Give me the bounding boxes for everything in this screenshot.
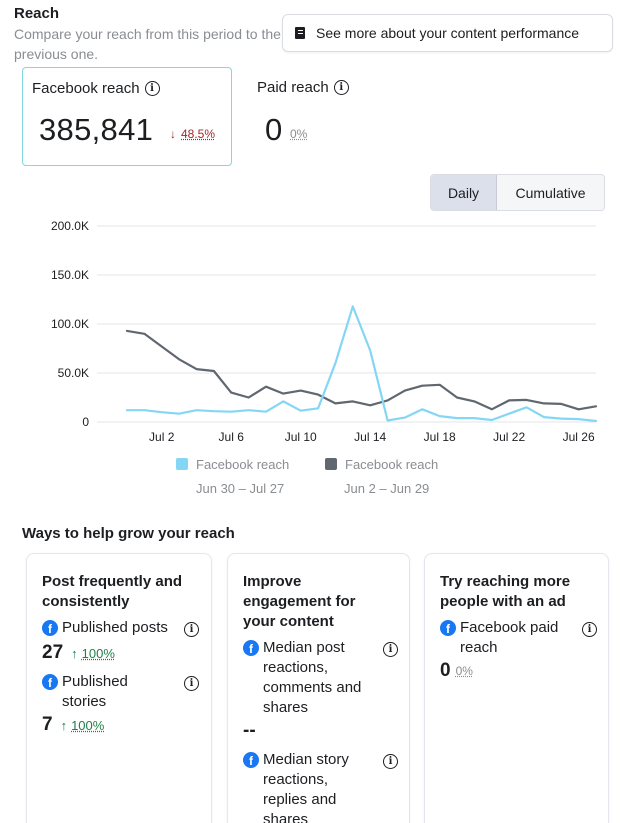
stat-value: 0 0% xyxy=(440,660,473,682)
arrow-down-icon: ↓ xyxy=(170,127,176,141)
info-icon[interactable]: i xyxy=(334,80,349,95)
published-posts-change-pct[interactable]: 100% xyxy=(82,646,115,661)
info-icon[interactable]: i xyxy=(145,81,160,96)
facebook-icon: f xyxy=(243,752,259,768)
y-tick-label: 200.0K xyxy=(51,219,89,233)
x-tick-label: Jul 22 xyxy=(493,430,525,444)
x-tick-label: Jul 10 xyxy=(285,430,317,444)
stat-facebook-paid-reach: f Facebook paid reach xyxy=(440,618,570,658)
published-stories-value: 7 xyxy=(42,714,53,736)
card-title: Post frequently and consistently xyxy=(42,572,202,612)
card-try-ad: Try reaching more people with an ad f Fa… xyxy=(424,553,609,823)
daily-button[interactable]: Daily xyxy=(431,175,497,210)
cumulative-button[interactable]: Cumulative xyxy=(497,175,604,210)
median-post-value: -- xyxy=(243,720,256,742)
stat-label: Facebook paid reach xyxy=(460,618,570,658)
legend-current-period: Jun 30 – Jul 27 xyxy=(196,481,284,496)
reach-title: Reach xyxy=(14,5,59,22)
facebook-reach-change: ↓ 48.5% xyxy=(170,127,215,141)
paid-reach-label: Paid reach xyxy=(257,79,329,96)
legend-previous-label: Facebook reach xyxy=(345,457,438,472)
paid-reach-value: 0 xyxy=(265,112,282,148)
card-title: Try reaching more people with an ad xyxy=(440,572,602,612)
facebook-icon: f xyxy=(42,674,58,690)
stat-median-post: f Median post reactions, comments and sh… xyxy=(243,638,373,718)
ways-title: Ways to help grow your reach xyxy=(22,525,235,542)
legend-current-label: Facebook reach xyxy=(196,457,289,472)
published-posts-change: ↑ 100% xyxy=(71,646,115,661)
see-more-label: See more about your content performance xyxy=(316,25,579,41)
y-tick-label: 50.0K xyxy=(58,366,89,380)
reach-subtitle: Compare your reach from this period to t… xyxy=(14,24,286,64)
stat-value: 7 ↑ 100% xyxy=(42,714,104,736)
facebook-icon: f xyxy=(42,620,58,636)
legend-swatch-previous xyxy=(325,458,337,470)
y-tick-label: 100.0K xyxy=(51,317,89,331)
y-tick-label: 0 xyxy=(82,415,89,429)
facebook-reach-card[interactable]: Facebook reach i 385,841 ↓ 48.5% xyxy=(22,67,232,166)
arrow-up-icon: ↑ xyxy=(71,646,78,661)
card-post-frequently: Post frequently and consistently f Publi… xyxy=(26,553,212,823)
arrow-up-icon: ↑ xyxy=(61,718,68,733)
x-tick-label: Jul 14 xyxy=(354,430,386,444)
stat-label: Median story reactions, replies and shar… xyxy=(263,750,363,823)
card-improve-engagement: Improve engagement for your content f Me… xyxy=(227,553,410,823)
legend-swatch-current xyxy=(176,458,188,470)
facebook-icon: f xyxy=(440,620,456,636)
y-tick-label: 150.0K xyxy=(51,268,89,282)
x-tick-label: Jul 6 xyxy=(219,430,245,444)
paid-reach-change-pct[interactable]: 0% xyxy=(290,127,307,141)
series-line-previous[interactable] xyxy=(127,331,596,409)
stat-value: 27 ↑ 100% xyxy=(42,642,115,664)
facebook-reach-label: Facebook reach xyxy=(32,80,140,97)
info-icon[interactable]: i xyxy=(184,676,199,691)
info-icon[interactable]: i xyxy=(184,622,199,637)
paid-reach-label-row[interactable]: Paid reach i xyxy=(257,79,349,96)
daily-cumulative-toggle: Daily Cumulative xyxy=(430,174,605,211)
facebook-icon: f xyxy=(243,640,259,656)
x-tick-label: Jul 2 xyxy=(149,430,175,444)
facebook-paid-reach-value: 0 xyxy=(440,660,451,682)
published-posts-value: 27 xyxy=(42,642,63,664)
reach-line-chart: 200.0K 150.0K 100.0K 50.0K 0 Jul 2 Jul 6 Jul 10… xyxy=(0,210,628,450)
published-stories-change-pct[interactable]: 100% xyxy=(71,718,104,733)
x-tick-label: Jul 18 xyxy=(424,430,456,444)
stat-median-story: f Median story reactions, replies and sh… xyxy=(243,750,363,823)
card-title: Improve engagement for your content xyxy=(243,572,378,632)
published-stories-change: ↑ 100% xyxy=(61,718,105,733)
info-icon[interactable]: i xyxy=(383,754,398,769)
info-icon[interactable]: i xyxy=(582,622,597,637)
stat-published-posts: f Published posts xyxy=(42,618,168,638)
info-icon[interactable]: i xyxy=(383,642,398,657)
book-icon xyxy=(295,27,305,39)
stat-label: Median post reactions, comments and shar… xyxy=(263,638,373,718)
stat-published-stories: f Published stories xyxy=(42,672,152,712)
facebook-paid-reach-change-pct[interactable]: 0% xyxy=(456,664,473,678)
legend-previous-period: Jun 2 – Jun 29 xyxy=(344,481,429,496)
facebook-reach-label-row: Facebook reach i xyxy=(32,80,160,97)
see-more-button[interactable]: See more about your content performance xyxy=(282,14,613,52)
stat-label: Published stories xyxy=(62,672,152,712)
x-tick-label: Jul 26 xyxy=(563,430,595,444)
stat-label: Published posts xyxy=(62,618,168,638)
facebook-reach-value: 385,841 xyxy=(39,112,153,148)
facebook-reach-change-pct[interactable]: 48.5% xyxy=(181,127,215,141)
